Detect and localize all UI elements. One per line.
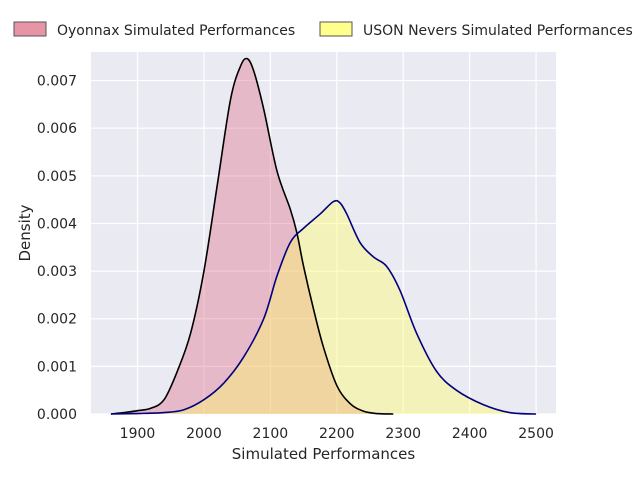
series-area-0 <box>110 58 394 414</box>
y-tick-label: 0.004 <box>37 216 77 232</box>
y-tick-label: 0.003 <box>37 264 77 280</box>
density-series <box>110 57 537 415</box>
x-tick-label: 2200 <box>319 426 355 442</box>
x-tick-label: 2500 <box>518 426 554 442</box>
y-tick-label: 0.007 <box>37 74 77 90</box>
x-tick-label: 2300 <box>385 426 421 442</box>
legend: Oyonnax Simulated Performances USON Neve… <box>13 21 633 39</box>
x-tick-label: 2100 <box>253 426 289 442</box>
legend-swatch-uson-nevers <box>319 21 353 37</box>
legend-swatch-oyonnax <box>13 21 47 37</box>
y-axis-label: Density <box>16 204 34 261</box>
x-tick-label: 2400 <box>452 426 488 442</box>
y-tick-label: 0.000 <box>37 407 77 423</box>
legend-label-oyonnax: Oyonnax Simulated Performances <box>57 23 295 39</box>
legend-label-uson-nevers: USON Nevers Simulated Performances <box>363 23 633 39</box>
series-line-1 <box>110 199 537 415</box>
series-line-0 <box>110 57 394 415</box>
x-axis-label: Simulated Performances <box>232 445 416 463</box>
grid-lines <box>91 52 556 415</box>
y-tick-label: 0.001 <box>37 359 77 375</box>
y-tick-label: 0.006 <box>37 121 77 137</box>
y-tick-label: 0.005 <box>37 169 77 185</box>
plot-background <box>91 52 556 414</box>
x-tick-label: 1900 <box>120 426 156 442</box>
x-tick-labels: 1900 2000 2100 2200 2300 2400 2500 <box>120 426 554 442</box>
y-tick-label: 0.002 <box>37 312 77 328</box>
y-tick-labels: 0.000 0.001 0.002 0.003 0.004 0.005 0.006 0.007 <box>37 74 77 423</box>
x-tick-label: 2000 <box>186 426 222 442</box>
